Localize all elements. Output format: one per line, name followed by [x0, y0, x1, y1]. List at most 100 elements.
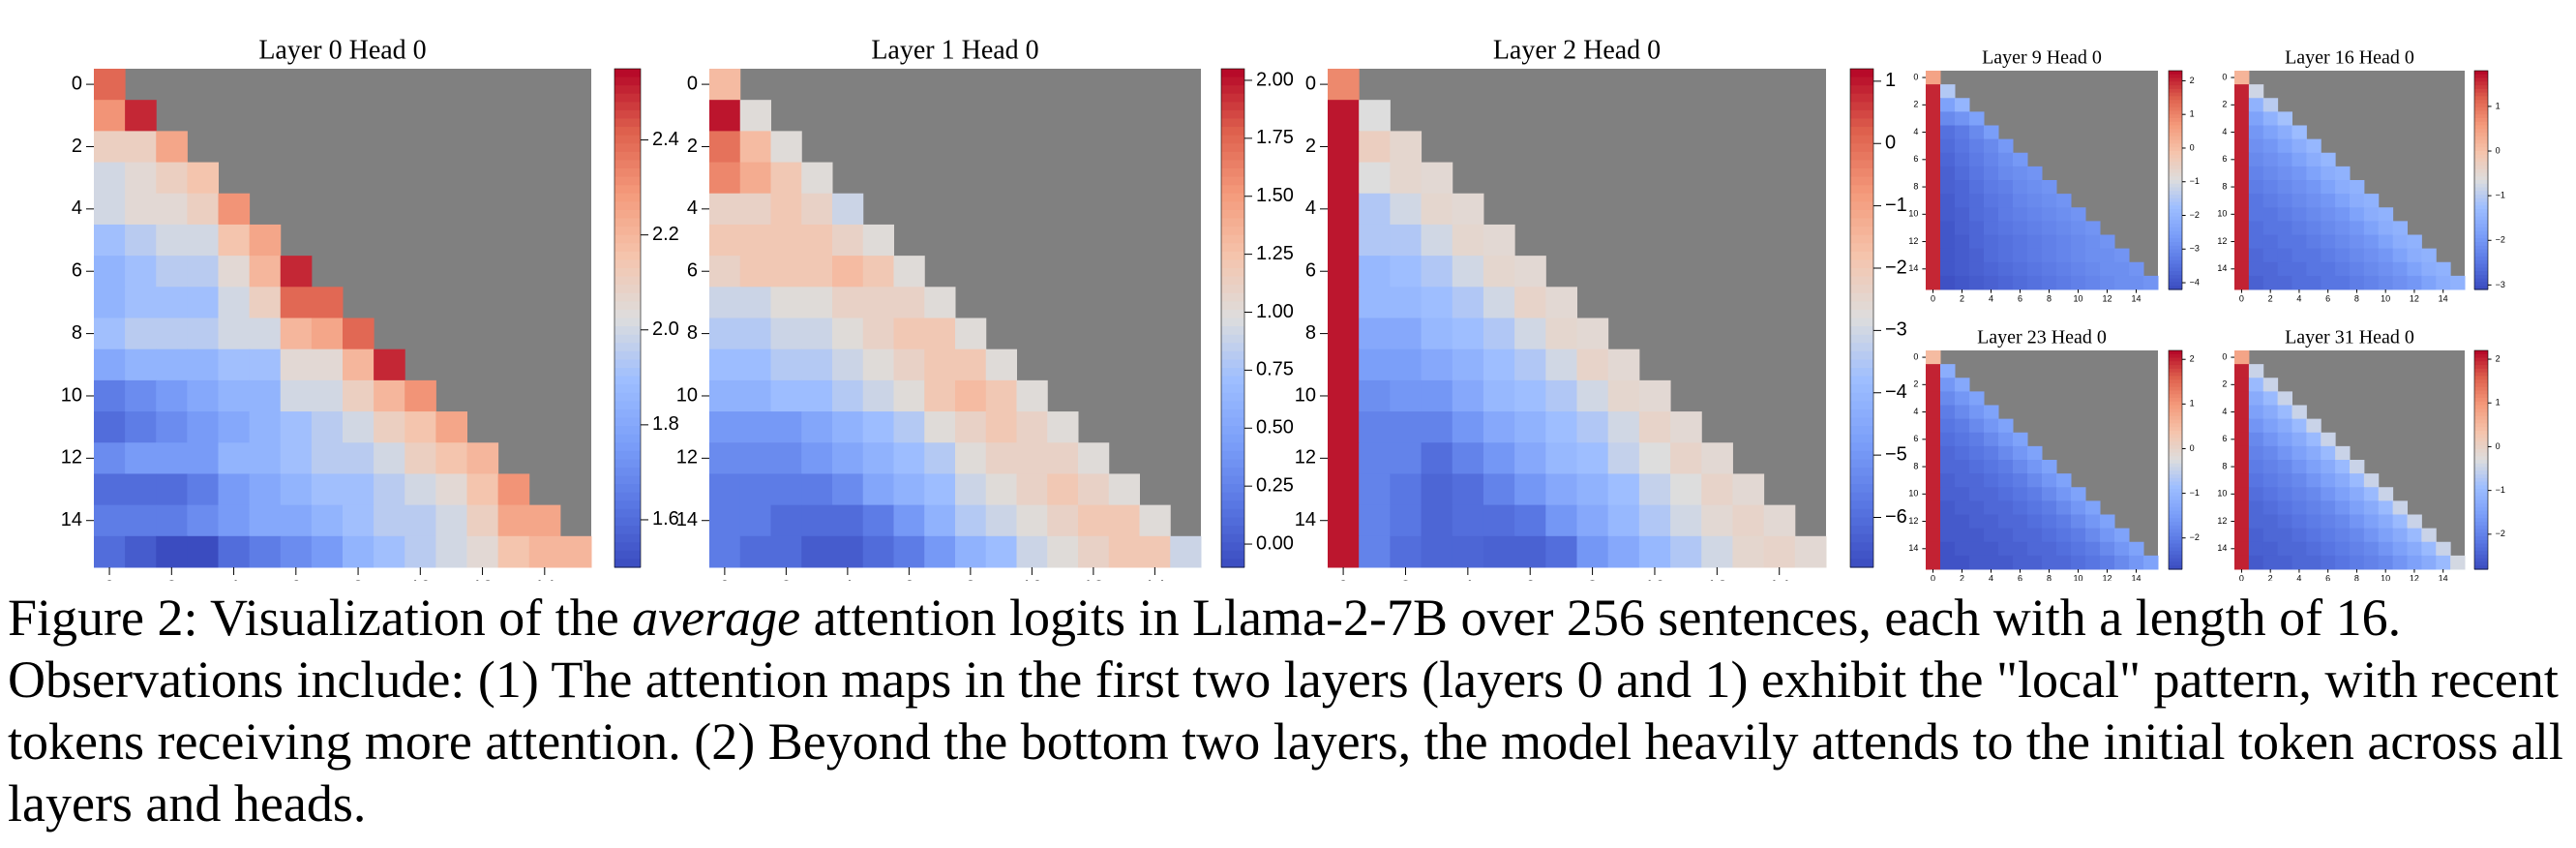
colorbar-segment — [1850, 309, 1873, 319]
heatmap-cell — [709, 318, 741, 350]
x-tick-label: 0 — [1931, 293, 1935, 303]
heatmap-cell — [1047, 535, 1079, 568]
colorbar-segment — [1850, 492, 1873, 501]
heatmap-cell — [1955, 98, 1970, 112]
heatmap-cell — [311, 535, 344, 568]
heatmap-cell — [249, 379, 282, 412]
colorbar-segment — [2474, 227, 2488, 232]
heatmap-cell — [955, 442, 987, 474]
colorbar-segment — [2169, 353, 2182, 359]
colorbar-segment — [2474, 257, 2488, 261]
heatmap-cell — [2378, 528, 2394, 543]
heatmap-cell — [374, 504, 405, 537]
heatmap-cell — [1940, 194, 1956, 208]
colorbar-segment — [2169, 162, 2182, 167]
colorbar-segment — [2169, 106, 2182, 112]
heatmap-cell — [2262, 152, 2279, 167]
colorbar-tick-label: 1.00 — [1256, 301, 1294, 322]
heatmap-cell — [801, 224, 833, 257]
heatmap-cell — [1998, 432, 2014, 447]
heatmap-cell — [343, 411, 374, 443]
colorbar-segment — [2169, 357, 2182, 362]
heatmap-cell — [125, 473, 157, 506]
colorbar-tick-label: −2 — [1885, 257, 1907, 278]
heatmap-cell — [2277, 152, 2292, 167]
heatmap-cell — [1969, 180, 1985, 195]
heatmap-cell — [1984, 180, 1999, 195]
x-tick-label: 12 — [471, 577, 493, 581]
colorbar-segment — [1850, 484, 1873, 494]
heatmap-cell — [709, 379, 741, 412]
colorbar-segment — [1850, 193, 1873, 202]
heatmap-cell — [1390, 193, 1423, 226]
heatmap-cell — [1359, 131, 1391, 164]
heatmap-cell — [187, 256, 219, 288]
colorbar-segment — [614, 185, 641, 195]
heatmap-cell — [739, 100, 771, 132]
colorbar-segment — [2474, 357, 2488, 362]
heatmap-cell — [1998, 138, 2014, 154]
heatmap-cell — [1108, 504, 1140, 537]
colorbar-segment — [614, 500, 641, 510]
heatmap-cell — [2100, 541, 2115, 557]
heatmap-cell — [832, 442, 864, 474]
x-tick-label: 6 — [2018, 293, 2022, 303]
colorbar-segment — [2169, 88, 2182, 94]
x-tick-label: 4 — [1989, 573, 1993, 581]
x-tick-label: 4 — [842, 577, 853, 581]
heatmap-cell — [2407, 234, 2422, 250]
colorbar-segment — [2169, 253, 2182, 257]
colorbar-segment — [614, 218, 641, 227]
x-tick-label: 10 — [2073, 293, 2082, 303]
x-tick-label: 8 — [2047, 573, 2052, 581]
heatmap-cell — [2321, 221, 2336, 235]
colorbar-segment — [1850, 468, 1873, 477]
colorbar-segment — [2169, 514, 2182, 519]
heatmap-cell — [1763, 504, 1796, 537]
heatmap-cell — [2085, 221, 2101, 235]
heatmap-cell — [1984, 138, 1999, 154]
heatmap-cell — [2262, 473, 2279, 488]
colorbar-segment — [2474, 441, 2488, 446]
heatmap-cell — [862, 504, 894, 537]
heatmap-cell — [2321, 275, 2336, 290]
heatmap-cell — [2100, 528, 2115, 543]
y-tick-label: 10 — [2217, 209, 2227, 219]
heatmap-cell — [1926, 248, 1941, 263]
heatmap-cell — [2013, 221, 2028, 235]
colorbar-segment — [2169, 412, 2182, 417]
heatmap-cell — [125, 162, 157, 195]
colorbar-segment — [2169, 271, 2182, 276]
heatmap-cell — [2248, 152, 2264, 167]
colorbar-segment — [2169, 376, 2182, 380]
heatmap-cell — [2085, 248, 2101, 263]
colorbar-segment — [1850, 376, 1873, 385]
colorbar-segment — [1221, 500, 1244, 510]
heatmap-cell — [2392, 541, 2408, 557]
heatmap-cell — [156, 287, 188, 318]
heatmap-cell — [497, 535, 530, 568]
heatmap-cell — [2234, 378, 2250, 392]
heatmap-cell — [739, 318, 771, 350]
heatmap-cell — [2306, 234, 2321, 250]
y-tick-label: 0 — [1913, 351, 1918, 361]
heatmap-cell — [2407, 555, 2422, 570]
colorbar-segment — [1221, 151, 1244, 162]
heatmap-cell — [1969, 514, 1985, 530]
colorbar-segment — [2169, 539, 2182, 545]
heatmap-cell — [1926, 98, 1941, 112]
heatmap-cell — [2056, 487, 2072, 501]
heatmap-cell — [1390, 535, 1423, 568]
colorbar-segment — [2169, 467, 2182, 471]
colorbar-segment — [2474, 176, 2488, 181]
heatmap-cell — [2071, 541, 2086, 557]
heatmap-cell — [770, 287, 802, 318]
heatmap-cell — [1576, 379, 1609, 412]
y-tick-label: 10 — [1908, 489, 1918, 499]
heatmap-cell — [1940, 125, 1956, 140]
colorbar-tick-label: −3 — [2496, 280, 2505, 289]
heatmap-cell — [1926, 364, 1941, 379]
x-tick-label: 14 — [2439, 293, 2448, 303]
colorbar-segment — [2474, 162, 2488, 167]
heatmap-cell — [2056, 541, 2072, 557]
